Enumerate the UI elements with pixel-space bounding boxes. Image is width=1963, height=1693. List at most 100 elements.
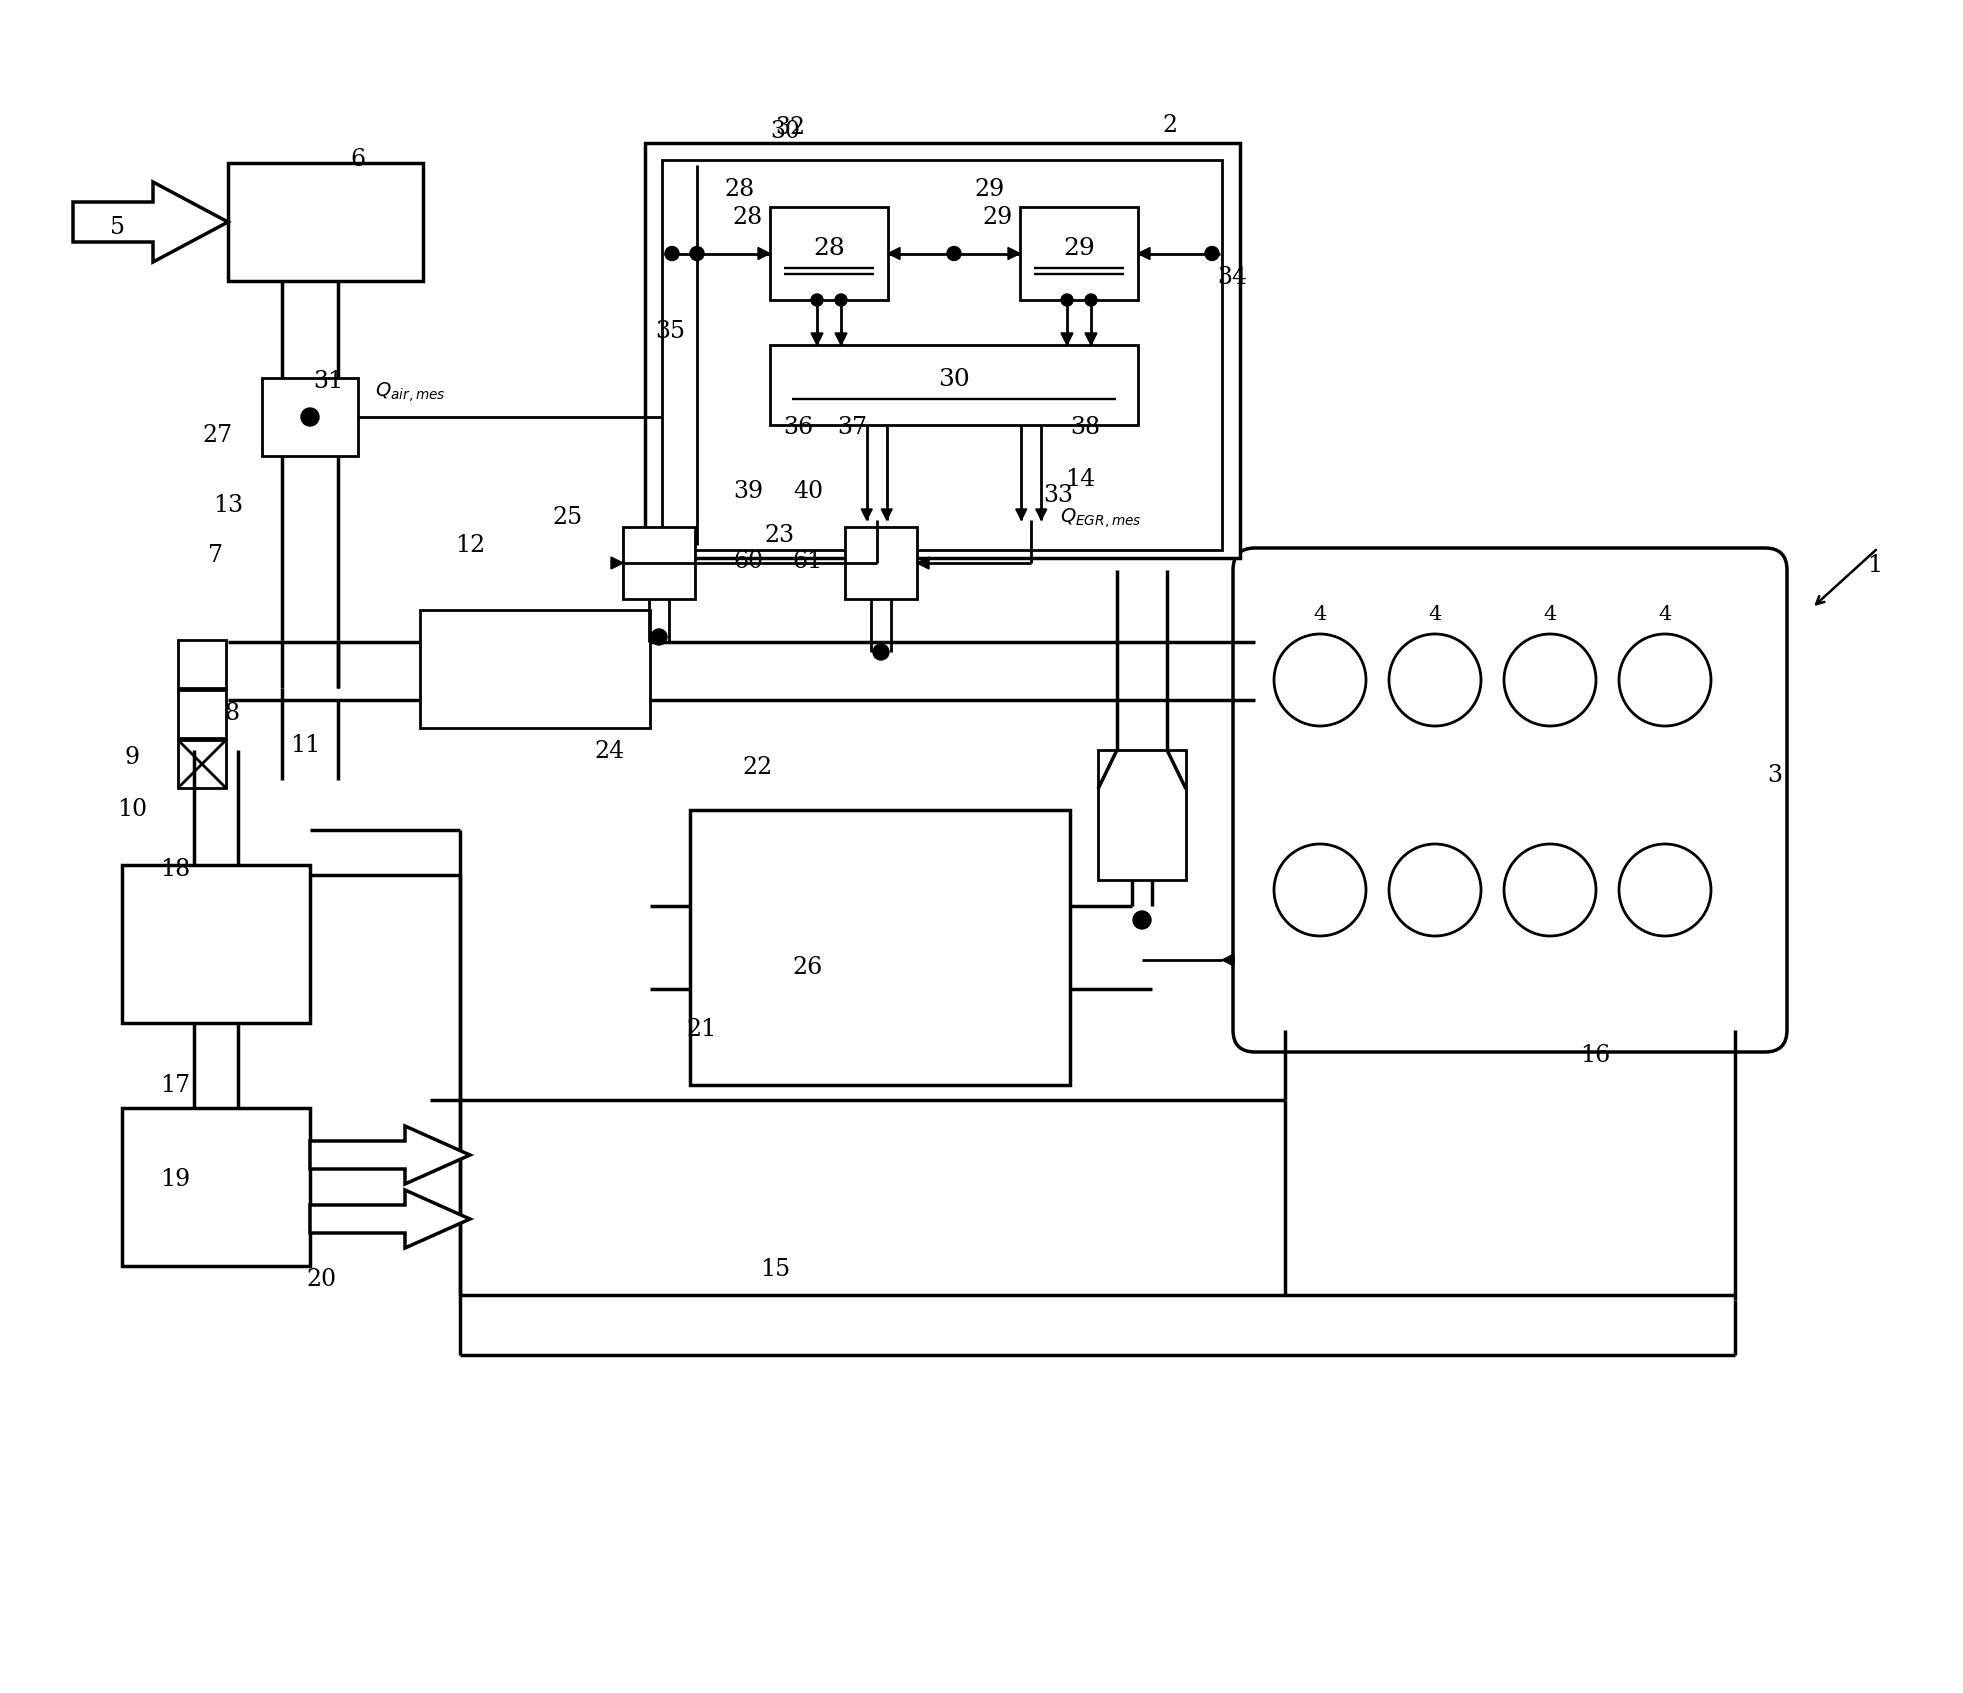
Text: 11: 11 — [291, 733, 320, 757]
Text: 30: 30 — [938, 369, 970, 391]
Text: 20: 20 — [306, 1268, 338, 1292]
Polygon shape — [73, 183, 228, 262]
Text: 9: 9 — [124, 747, 139, 770]
Text: 28: 28 — [732, 207, 764, 230]
Bar — [261, 378, 357, 455]
Polygon shape — [1086, 334, 1097, 345]
Text: 19: 19 — [159, 1168, 190, 1192]
Text: 32: 32 — [775, 117, 805, 139]
Text: 24: 24 — [595, 740, 624, 764]
Text: 26: 26 — [793, 957, 822, 980]
Polygon shape — [610, 557, 622, 569]
Text: 13: 13 — [212, 493, 243, 516]
Text: 4: 4 — [1313, 606, 1327, 625]
Bar — [179, 640, 226, 687]
Polygon shape — [758, 247, 769, 259]
Text: 16: 16 — [1580, 1043, 1610, 1067]
Text: 34: 34 — [1217, 266, 1247, 290]
Bar — [691, 809, 1070, 1085]
Text: 5: 5 — [110, 217, 126, 239]
Circle shape — [1086, 295, 1097, 306]
Circle shape — [1619, 633, 1712, 726]
Text: 17: 17 — [159, 1073, 190, 1097]
Text: 29: 29 — [1064, 237, 1095, 261]
Text: 38: 38 — [1070, 416, 1099, 440]
Circle shape — [1390, 845, 1480, 936]
Polygon shape — [862, 510, 872, 520]
Text: 37: 37 — [836, 416, 868, 440]
Text: 39: 39 — [732, 481, 764, 503]
Text: 4: 4 — [1543, 606, 1557, 625]
Polygon shape — [1036, 510, 1046, 520]
Text: 60: 60 — [732, 550, 764, 574]
Text: 21: 21 — [687, 1019, 716, 1041]
Circle shape — [1274, 845, 1366, 936]
Text: 35: 35 — [656, 320, 685, 344]
Bar — [179, 740, 226, 787]
Text: 22: 22 — [742, 757, 773, 779]
Circle shape — [665, 247, 679, 261]
Bar — [622, 527, 695, 599]
Text: 29: 29 — [983, 207, 1013, 230]
Circle shape — [1060, 295, 1074, 306]
Bar — [122, 1107, 310, 1266]
Circle shape — [1390, 633, 1480, 726]
Text: 1: 1 — [1867, 554, 1883, 577]
Circle shape — [691, 247, 705, 261]
Text: 4: 4 — [1659, 606, 1672, 625]
Text: 27: 27 — [202, 423, 234, 447]
Text: 31: 31 — [312, 371, 344, 393]
Polygon shape — [881, 510, 893, 520]
Text: 23: 23 — [766, 523, 795, 547]
Text: 30: 30 — [769, 120, 801, 144]
Text: 25: 25 — [554, 506, 583, 530]
Circle shape — [652, 630, 667, 645]
Bar — [179, 691, 226, 738]
Circle shape — [1274, 633, 1366, 726]
Bar — [769, 207, 887, 300]
FancyBboxPatch shape — [1233, 549, 1786, 1051]
Polygon shape — [811, 334, 822, 345]
Bar — [228, 163, 422, 281]
Bar — [1021, 207, 1139, 300]
Circle shape — [1504, 845, 1596, 936]
Bar — [844, 527, 917, 599]
Polygon shape — [1015, 510, 1027, 520]
Polygon shape — [887, 247, 899, 259]
Text: 29: 29 — [976, 178, 1005, 200]
Circle shape — [874, 643, 889, 660]
Bar — [1097, 750, 1186, 880]
Text: 33: 33 — [1042, 484, 1074, 506]
Text: 7: 7 — [208, 543, 222, 567]
Text: 3: 3 — [1767, 764, 1782, 787]
Text: 18: 18 — [159, 858, 190, 882]
Bar — [769, 345, 1139, 425]
Text: 4: 4 — [1429, 606, 1441, 625]
Text: 36: 36 — [783, 416, 813, 440]
Text: 6: 6 — [351, 149, 365, 171]
Text: 15: 15 — [760, 1258, 789, 1282]
Circle shape — [1619, 845, 1712, 936]
Text: 12: 12 — [455, 533, 485, 557]
Text: 61: 61 — [793, 550, 822, 574]
Polygon shape — [1223, 953, 1235, 967]
Bar — [122, 865, 310, 1023]
Text: $Q_{air,mes}$: $Q_{air,mes}$ — [375, 379, 446, 405]
Circle shape — [1205, 247, 1219, 261]
Circle shape — [1504, 633, 1596, 726]
Text: 28: 28 — [813, 237, 844, 261]
Polygon shape — [310, 1126, 469, 1183]
Text: 2: 2 — [1162, 113, 1178, 137]
Bar — [420, 609, 650, 728]
Text: 10: 10 — [118, 799, 147, 821]
Polygon shape — [1060, 334, 1074, 345]
Polygon shape — [1007, 247, 1021, 259]
Text: 8: 8 — [224, 701, 239, 725]
Text: $Q_{EGR,mes}$: $Q_{EGR,mes}$ — [1060, 506, 1142, 530]
Circle shape — [1133, 911, 1150, 929]
Text: 40: 40 — [793, 481, 822, 503]
Circle shape — [300, 408, 320, 427]
Polygon shape — [834, 334, 846, 345]
Polygon shape — [917, 557, 928, 569]
Circle shape — [811, 295, 822, 306]
